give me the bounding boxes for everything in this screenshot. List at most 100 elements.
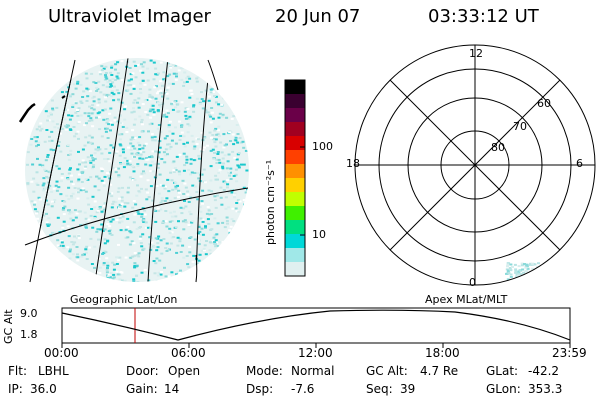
speckle — [162, 151, 166, 154]
speckle — [96, 88, 100, 91]
speckle — [159, 89, 163, 92]
polar-speckle — [507, 283, 511, 285]
speckle — [174, 126, 177, 129]
polar-speckle — [544, 280, 548, 283]
colorbar-cell — [285, 178, 305, 193]
speckle — [175, 75, 178, 78]
speckle — [242, 199, 246, 201]
speckle — [60, 173, 64, 175]
speckle — [112, 93, 116, 96]
speckle — [209, 88, 213, 91]
polar-speckle — [514, 268, 518, 271]
speckle — [70, 174, 73, 177]
speckle — [213, 234, 217, 237]
colorbar-cell — [285, 136, 305, 151]
polar-speckle — [508, 267, 512, 269]
speckle — [163, 113, 167, 116]
speckle — [91, 226, 95, 229]
polar-speckle — [545, 275, 549, 278]
speckle — [197, 259, 201, 262]
speckle — [129, 231, 133, 234]
speckle — [118, 138, 122, 141]
speckle — [91, 125, 95, 128]
speckle — [214, 101, 218, 104]
speckle — [95, 230, 99, 233]
speckle — [136, 101, 139, 104]
speckle — [153, 163, 157, 166]
speckle — [214, 95, 218, 98]
speckle — [158, 140, 162, 143]
speckle — [90, 154, 93, 157]
speckle — [156, 156, 160, 159]
speckle — [96, 104, 100, 107]
speckle — [111, 78, 115, 81]
speckle — [111, 218, 115, 221]
polar-speckle — [519, 269, 523, 272]
speckle — [149, 164, 153, 167]
speckle — [110, 234, 114, 236]
speckle — [142, 144, 146, 147]
speckle — [170, 215, 174, 218]
speckle — [101, 253, 105, 255]
polar-speckle — [538, 276, 542, 279]
polar-speckle — [507, 280, 511, 283]
speckle — [215, 241, 219, 244]
speckle — [108, 79, 112, 82]
speckle — [145, 198, 149, 201]
polar-speckle — [533, 282, 537, 285]
speckle — [165, 89, 169, 92]
speckle — [142, 247, 146, 250]
speckle — [159, 80, 163, 83]
speckle — [167, 275, 171, 278]
speckle — [104, 148, 108, 150]
speckle — [232, 143, 236, 146]
footer-mode-value: Normal — [291, 364, 335, 378]
speckle — [69, 167, 72, 170]
polar-speckle — [523, 263, 526, 265]
speckle — [221, 221, 225, 224]
speckle — [118, 256, 122, 259]
speckle — [67, 154, 71, 156]
speckle — [221, 241, 225, 243]
speckle — [123, 205, 127, 208]
speckle — [179, 269, 182, 272]
speckle — [158, 146, 162, 149]
speckle — [188, 251, 192, 254]
speckle — [217, 125, 221, 128]
speckle — [67, 86, 70, 89]
polar-speckle — [524, 270, 528, 273]
speckle — [219, 196, 223, 199]
speckle — [227, 153, 231, 156]
speckle — [118, 77, 122, 80]
speckle — [156, 166, 160, 169]
speckle — [156, 207, 160, 210]
speckle — [73, 235, 76, 238]
polar-speckle — [540, 277, 544, 280]
speckle — [128, 176, 132, 179]
speckle — [152, 260, 156, 262]
speckle — [229, 167, 233, 170]
speckle — [151, 150, 155, 153]
speckle — [178, 153, 182, 156]
speckle — [78, 163, 81, 166]
speckle — [209, 149, 213, 152]
speckle — [52, 149, 56, 152]
speckle — [84, 178, 88, 181]
speckle — [123, 118, 127, 121]
speckle — [131, 136, 135, 139]
speckle — [210, 190, 214, 193]
speckle — [152, 208, 156, 211]
speckle — [76, 197, 80, 200]
speckle — [99, 91, 103, 94]
polar-speckle — [523, 281, 527, 284]
speckle — [56, 244, 60, 247]
polar-speckle — [531, 271, 534, 274]
speckle — [205, 240, 208, 242]
speckle — [152, 111, 156, 114]
speckle — [140, 118, 144, 121]
speckle — [205, 111, 209, 114]
speckle — [105, 118, 109, 121]
speckle — [140, 187, 143, 190]
speckle — [70, 180, 73, 183]
speckle — [61, 244, 65, 247]
